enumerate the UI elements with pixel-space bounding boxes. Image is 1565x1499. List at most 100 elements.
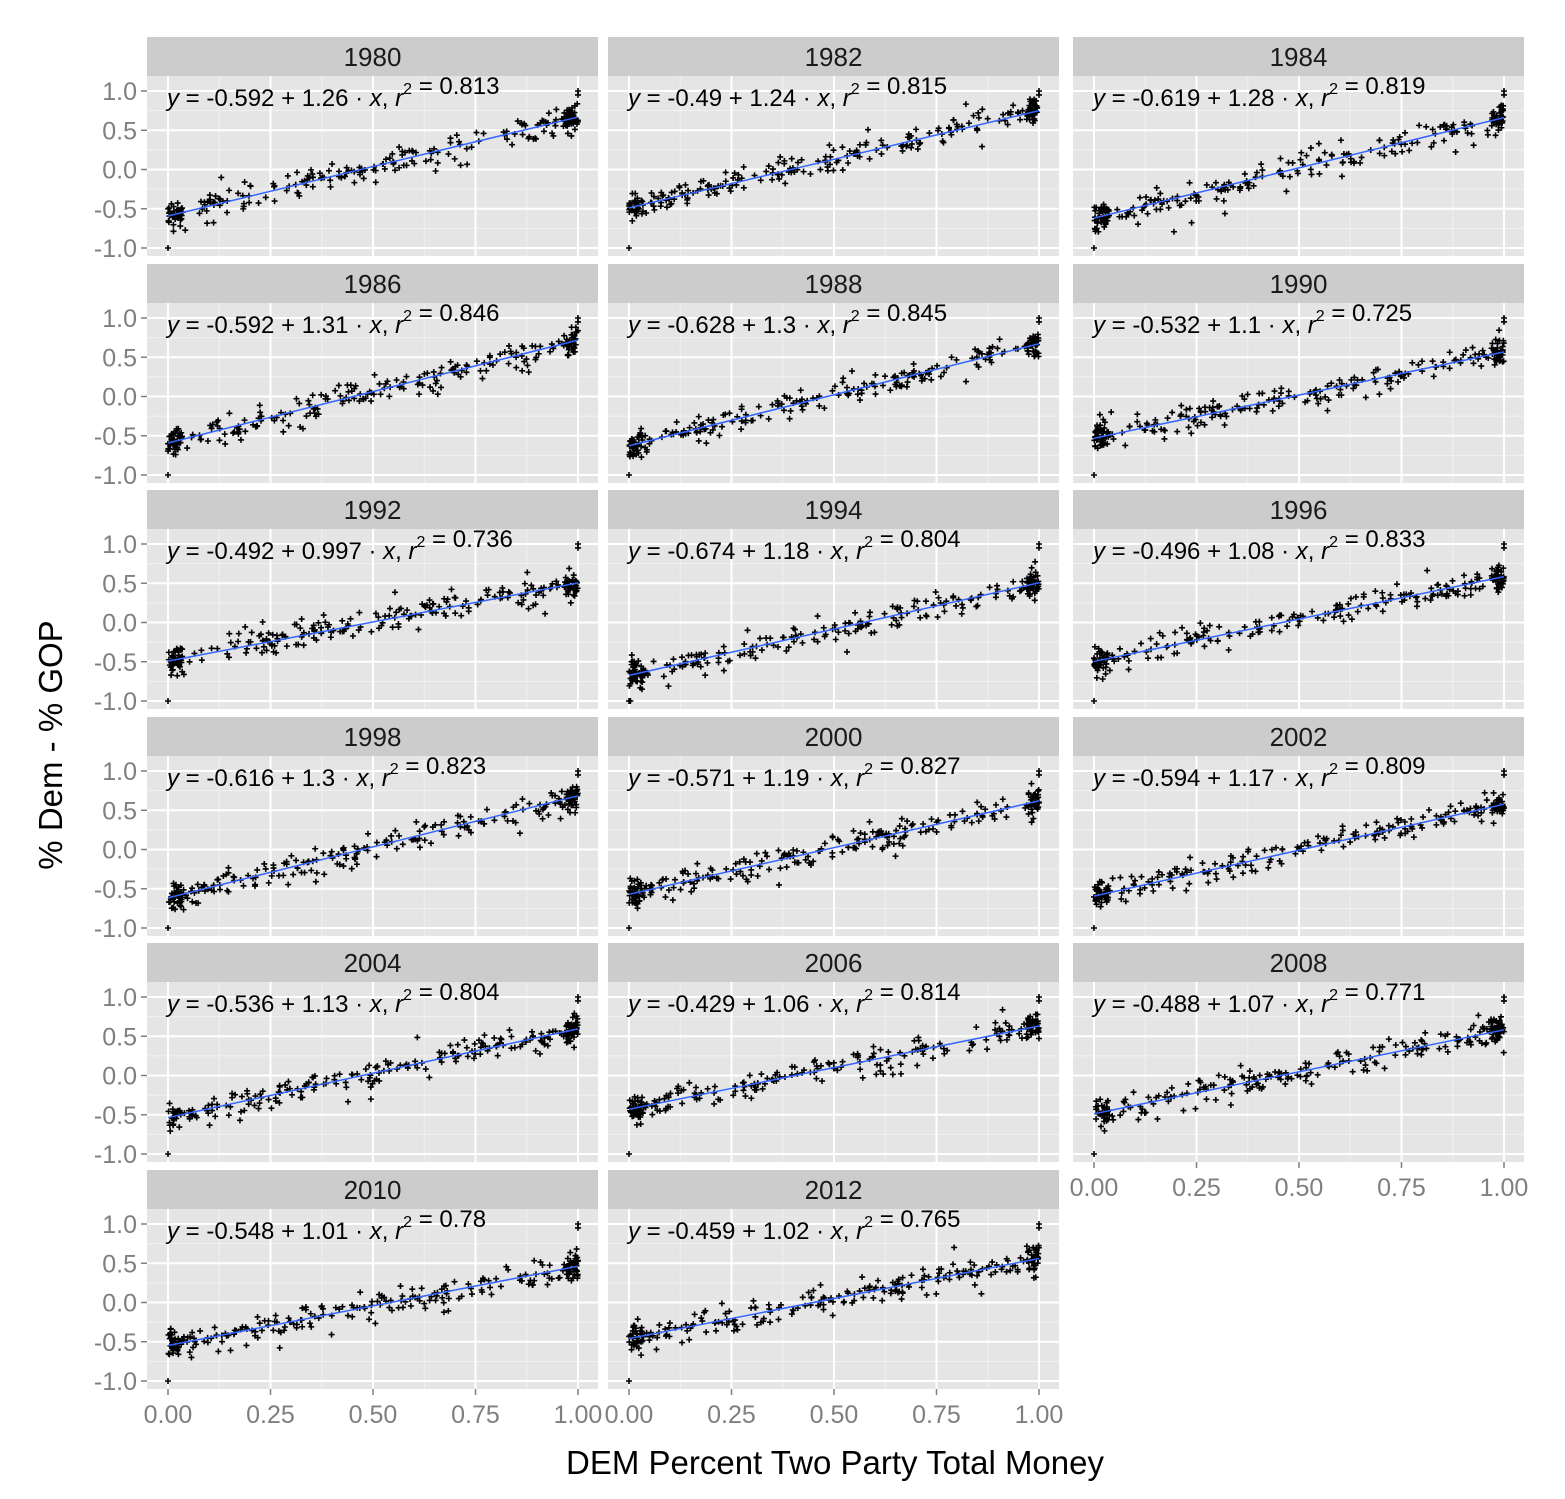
data-point — [265, 879, 272, 886]
data-point — [780, 634, 787, 641]
data-point — [400, 162, 407, 169]
data-point — [525, 135, 532, 142]
y-tick-label: 0.5 — [102, 797, 137, 825]
data-point — [676, 184, 683, 191]
data-point — [284, 172, 291, 179]
data-point — [1101, 218, 1108, 225]
data-point — [448, 586, 455, 593]
data-point — [254, 866, 261, 873]
y-tick-label: -1.0 — [94, 688, 137, 716]
data-point — [1340, 618, 1347, 625]
data-point — [368, 398, 375, 405]
data-point — [879, 382, 886, 389]
y-tick-label: -0.5 — [94, 1329, 137, 1357]
data-point — [1279, 846, 1286, 853]
y-tick-label: 0.5 — [102, 344, 137, 372]
data-point — [182, 227, 189, 234]
y-tick-label: 0.5 — [102, 1250, 137, 1278]
data-point — [325, 167, 332, 174]
data-point — [715, 875, 722, 882]
data-point — [370, 391, 377, 398]
data-point — [1216, 623, 1223, 630]
data-point — [635, 881, 642, 888]
data-point — [1019, 578, 1026, 585]
data-point — [389, 150, 396, 157]
data-point — [650, 193, 657, 200]
data-point — [775, 847, 782, 854]
data-point — [575, 771, 581, 778]
data-point — [903, 143, 910, 150]
data-point — [730, 174, 737, 181]
data-point — [758, 857, 765, 864]
data-point — [886, 839, 893, 846]
data-point — [1461, 119, 1468, 126]
data-point — [177, 882, 184, 889]
data-point — [1337, 386, 1344, 393]
data-point — [1105, 428, 1112, 435]
data-point — [704, 659, 711, 666]
facet-strip — [608, 490, 1059, 529]
data-point — [642, 432, 649, 439]
data-point — [1204, 627, 1211, 634]
data-point — [1347, 155, 1354, 162]
data-point — [1174, 428, 1181, 435]
data-point — [169, 666, 176, 673]
data-point — [1028, 780, 1035, 787]
data-point — [914, 146, 921, 153]
data-point — [994, 345, 1001, 352]
x-tick-label: 0.50 — [1275, 1174, 1324, 1202]
data-point — [293, 395, 300, 402]
data-point — [393, 377, 400, 384]
data-point — [299, 425, 306, 432]
data-point — [1395, 378, 1402, 385]
data-point — [786, 395, 793, 402]
data-point — [1467, 805, 1474, 812]
data-point — [268, 642, 275, 649]
data-point — [558, 788, 565, 795]
data-point — [1376, 391, 1383, 398]
data-point — [309, 392, 316, 399]
data-point — [322, 619, 329, 626]
data-point — [570, 572, 577, 579]
data-point — [814, 613, 821, 620]
data-point — [978, 803, 985, 810]
data-point — [1230, 874, 1237, 881]
data-point — [198, 657, 205, 664]
data-point — [1144, 655, 1151, 662]
data-point — [959, 601, 966, 608]
data-point — [1348, 376, 1355, 383]
data-point — [934, 127, 941, 134]
data-point — [564, 130, 571, 137]
regression-equation: y = -0.592 + 1.26 · x, r2 = 0.813 — [165, 73, 499, 112]
data-point — [396, 832, 403, 839]
data-point — [857, 830, 864, 837]
data-point — [1212, 860, 1219, 867]
data-point — [1337, 613, 1344, 620]
data-point — [1155, 868, 1162, 875]
data-point — [1313, 395, 1320, 402]
data-point — [1278, 385, 1285, 392]
data-point — [1159, 632, 1166, 639]
panel-gridlines — [1073, 303, 1524, 483]
data-point — [879, 844, 886, 851]
data-point — [1426, 807, 1433, 814]
data-point — [1492, 347, 1499, 354]
data-point — [1350, 158, 1357, 165]
data-point — [180, 906, 187, 913]
data-point — [1029, 113, 1036, 120]
data-point — [1315, 400, 1322, 407]
data-point — [1491, 361, 1498, 368]
data-point — [742, 419, 749, 426]
data-point — [856, 141, 863, 148]
data-point — [1450, 121, 1457, 128]
data-point — [786, 415, 793, 422]
data-point — [922, 828, 929, 835]
data-point — [375, 614, 382, 621]
data-point — [1031, 597, 1038, 604]
data-point — [1220, 197, 1227, 204]
data-point — [671, 188, 678, 195]
data-point — [166, 205, 172, 212]
data-point — [1105, 206, 1112, 213]
